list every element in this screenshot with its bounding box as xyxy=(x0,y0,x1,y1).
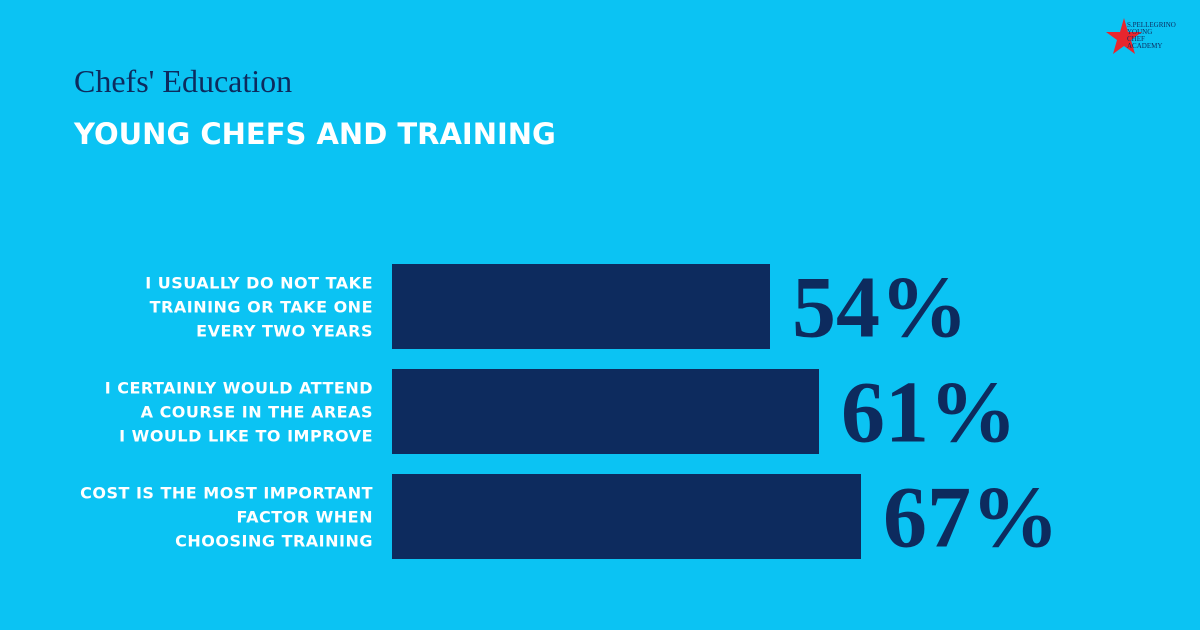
logo-text: YOUNG xyxy=(1127,28,1152,36)
logo xyxy=(1106,18,1142,54)
value-label: 61% xyxy=(841,365,1017,462)
category-label: I USUALLY DO NOT TAKE xyxy=(145,274,373,293)
bar xyxy=(392,369,819,454)
category-label: I WOULD LIKE TO IMPROVE xyxy=(119,427,373,446)
bar xyxy=(392,474,861,559)
logo-text: ACADEMY xyxy=(1127,42,1162,50)
chart-subtitle: YOUNG CHEFS AND TRAINING xyxy=(73,117,556,151)
category-label: EVERY TWO YEARS xyxy=(196,322,373,341)
category-label: I CERTAINLY WOULD ATTEND xyxy=(105,379,373,398)
bar xyxy=(392,264,770,349)
category-label: A COURSE IN THE AREAS xyxy=(141,403,373,422)
value-label: 54% xyxy=(792,260,968,357)
logo-text: CHEF xyxy=(1127,35,1145,43)
logo-star xyxy=(1106,18,1142,54)
chart-title: Chefs' Education xyxy=(74,63,292,99)
category-label: FACTOR WHEN xyxy=(237,508,373,527)
logo-text: S.PELLEGRINO xyxy=(1127,21,1176,29)
category-label: CHOOSING TRAINING xyxy=(175,532,373,551)
category-label: TRAINING OR TAKE ONE xyxy=(150,298,373,317)
value-label: 67% xyxy=(883,470,1059,567)
category-label: COST IS THE MOST IMPORTANT xyxy=(80,484,373,503)
